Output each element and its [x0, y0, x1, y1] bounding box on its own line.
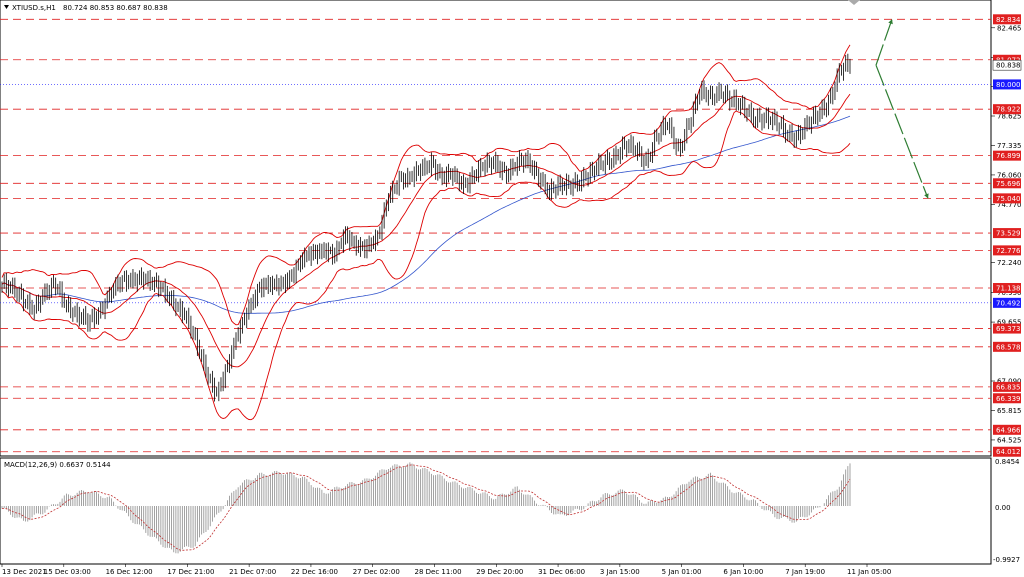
price-tick-label: 65.815: [997, 407, 1022, 415]
level-tag-blue-box: [993, 297, 1021, 308]
macd-label: MACD(12,26,9) 0.6637 0.5144: [4, 461, 111, 469]
time-tick-label: 7 Jan 19:00: [785, 568, 825, 576]
level-tag: 75.696: [996, 180, 1021, 188]
level-tag: 68.578: [996, 343, 1021, 351]
level-tag-box: [993, 381, 1021, 392]
current-price-tag: 80.838: [996, 62, 1021, 70]
level-tag-blue: 70.492: [996, 299, 1021, 307]
time-tick-label: 17 Dec 21:00: [167, 568, 214, 576]
bollinger-bands: [1, 44, 851, 421]
forecast-arrows: [875, 19, 929, 199]
level-tag-box: [993, 150, 1021, 161]
current-price-box: [992, 59, 1022, 71]
price-series: [1, 53, 851, 402]
price-tick-label: 74.770: [997, 201, 1022, 209]
level-tag-box: [993, 178, 1021, 189]
level-tag-box: [993, 283, 1021, 294]
level-tag: 82.834: [996, 16, 1021, 24]
level-tag-box: [993, 446, 1021, 457]
price-tick-label: 77.335: [997, 142, 1022, 150]
macd-histogram: [1, 462, 851, 554]
level-tag-box: [993, 323, 1021, 334]
time-tick-label: 16 Dec 12:00: [106, 568, 153, 576]
time-tick-label: 11 Jan 05:00: [847, 568, 891, 576]
level-tag: 75.040: [996, 195, 1021, 203]
level-tag-box: [993, 104, 1021, 115]
scroll-marker-icon[interactable]: [848, 0, 860, 5]
price-tick-label: 72.240: [997, 259, 1022, 267]
time-tick-label: 5 Jan 01:00: [662, 568, 702, 576]
level-tag-box: [993, 393, 1021, 404]
macd-tick-bottom: -0.9927: [993, 556, 1020, 564]
level-tag: 66.835: [996, 383, 1021, 391]
time-tick-label: 3 Jan 15:00: [600, 568, 640, 576]
level-tag-box: [993, 54, 1021, 65]
level-tag: 76.899: [996, 152, 1021, 160]
time-tick-label: 6 Jan 10:00: [723, 568, 763, 576]
price-tick-label: 67.090: [997, 378, 1022, 386]
time-tick-label: 15 Dec 03:00: [44, 568, 91, 576]
macd-panel-frame: [0, 457, 992, 565]
price-tick-label: 82.465: [997, 24, 1022, 32]
level-tag: 71.138: [996, 285, 1021, 293]
level-tag-blue-box: [993, 79, 1021, 90]
time-tick-label: 27 Dec 02:00: [353, 568, 400, 576]
price-tick-label: 69.655: [997, 319, 1022, 327]
macd-tick-top: 0.8454: [995, 458, 1020, 466]
level-tag-blue: 80.000: [996, 81, 1021, 89]
ohlc-label: 80.724 80.853 80.687 80.838: [63, 4, 168, 12]
macd-tick-zero: 0.00: [995, 504, 1011, 512]
price-panel-frame: [0, 0, 992, 457]
level-tag: 64.012: [996, 448, 1021, 456]
level-tags: 82.83481.07278.92276.89975.69675.04073.5…: [992, 14, 1022, 457]
bollinger-upper: [1, 44, 851, 326]
level-lines: [0, 18, 991, 453]
time-tick-label: 31 Dec 06:00: [538, 568, 585, 576]
level-tag-box: [993, 228, 1021, 239]
time-tick-label: 22 Dec 16:00: [291, 568, 338, 576]
level-tag: 66.339: [996, 395, 1021, 403]
price-tick-label: 78.625: [997, 113, 1022, 121]
level-tag: 72.776: [996, 247, 1021, 255]
level-tag-box: [993, 14, 1021, 25]
level-tag-box: [993, 245, 1021, 256]
macd-signal-line: [1, 464, 851, 551]
time-tick-label: 13 Dec 2021: [2, 568, 47, 576]
symbol-label: XTIUSD.s,H1: [12, 4, 56, 12]
bollinger-lower: [1, 110, 851, 421]
time-tick-label: 28 Dec 11:00: [415, 568, 462, 576]
forecast-arrow-down: [875, 64, 929, 199]
level-tag-box: [993, 341, 1021, 352]
moving-average-line: [1, 115, 851, 314]
arrow-head-icon: [924, 193, 929, 199]
price-tick-label: 76.060: [997, 171, 1022, 179]
level-tag: 78.922: [996, 106, 1021, 114]
time-tick-label: 21 Dec 07:00: [229, 568, 276, 576]
triangle-down-icon[interactable]: [4, 5, 9, 9]
level-tag: 69.373: [996, 325, 1021, 333]
arrow-head-icon: [888, 19, 893, 25]
level-tag-box: [993, 424, 1021, 435]
forecast-arrow-up: [875, 19, 893, 66]
level-tag: 64.966: [996, 426, 1021, 434]
level-tag-box: [993, 193, 1021, 204]
price-tick-label: 64.525: [997, 436, 1022, 444]
time-tick-label: 29 Dec 20:00: [476, 568, 523, 576]
level-tag: 73.529: [996, 230, 1021, 238]
